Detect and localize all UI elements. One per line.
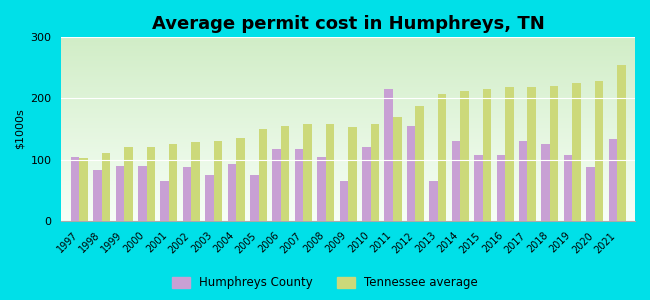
Bar: [205, 175, 214, 221]
Bar: [438, 94, 447, 221]
Bar: [407, 126, 415, 221]
Bar: [214, 141, 222, 221]
Bar: [505, 88, 514, 221]
Bar: [79, 158, 88, 221]
Bar: [326, 124, 334, 221]
Bar: [93, 170, 102, 221]
Bar: [595, 81, 603, 221]
Bar: [497, 155, 505, 221]
Bar: [71, 157, 79, 221]
Bar: [452, 141, 460, 221]
Bar: [236, 138, 244, 221]
Bar: [519, 141, 527, 221]
Bar: [340, 181, 348, 221]
Bar: [146, 147, 155, 221]
Bar: [429, 181, 438, 221]
Bar: [227, 164, 236, 221]
Bar: [572, 83, 581, 221]
Bar: [415, 106, 424, 221]
Bar: [250, 175, 259, 221]
Legend: Humphreys County, Tennessee average: Humphreys County, Tennessee average: [168, 272, 482, 294]
Bar: [348, 127, 357, 221]
Bar: [608, 140, 617, 221]
Bar: [295, 148, 304, 221]
Bar: [169, 144, 177, 221]
Bar: [116, 166, 124, 221]
Bar: [586, 167, 595, 221]
Bar: [161, 181, 169, 221]
Bar: [259, 129, 267, 221]
Bar: [362, 147, 370, 221]
Title: Average permit cost in Humphreys, TN: Average permit cost in Humphreys, TN: [152, 15, 545, 33]
Bar: [564, 155, 572, 221]
Bar: [393, 117, 402, 221]
Bar: [474, 155, 483, 221]
Bar: [617, 65, 625, 221]
Bar: [191, 142, 200, 221]
Bar: [281, 126, 289, 221]
Bar: [102, 154, 110, 221]
Bar: [304, 124, 312, 221]
Y-axis label: $1000s: $1000s: [15, 109, 25, 149]
Bar: [385, 89, 393, 221]
Bar: [124, 147, 133, 221]
Bar: [317, 157, 326, 221]
Bar: [370, 124, 379, 221]
Bar: [550, 86, 558, 221]
Bar: [272, 148, 281, 221]
Bar: [138, 166, 146, 221]
Bar: [460, 91, 469, 221]
Bar: [483, 89, 491, 221]
Bar: [183, 167, 191, 221]
Bar: [527, 88, 536, 221]
Bar: [541, 144, 550, 221]
